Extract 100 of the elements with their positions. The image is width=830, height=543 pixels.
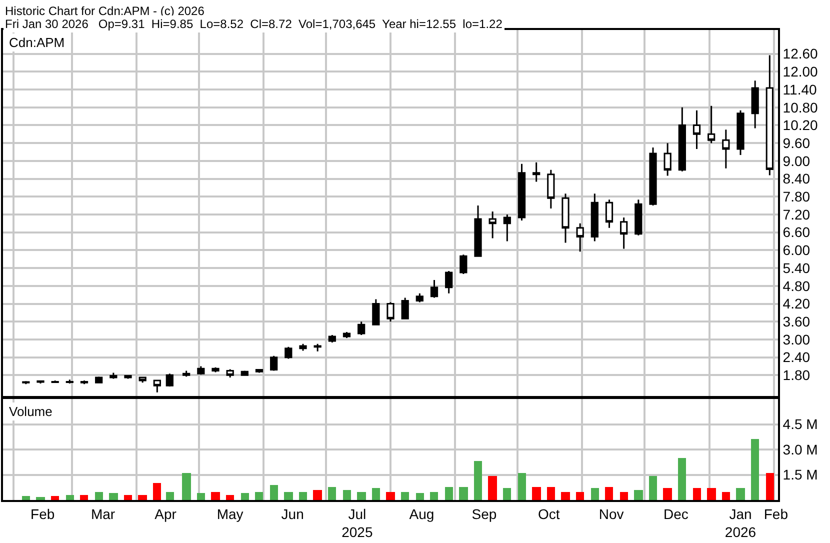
bar — [109, 493, 118, 500]
candlestick — [255, 368, 264, 374]
bar — [503, 488, 511, 500]
bar — [226, 495, 234, 500]
bar — [22, 496, 30, 500]
bar — [66, 495, 74, 500]
y-tick-label: 7.20 — [782, 206, 810, 222]
annotation: Volume — [9, 404, 52, 419]
candlestick — [284, 346, 292, 360]
candlestick — [576, 222, 584, 252]
x-tick-label: Apr — [154, 506, 177, 522]
bar — [372, 488, 380, 500]
x-tick-label: Mar — [90, 506, 116, 522]
bar — [532, 487, 541, 500]
y-tick-label: 11.40 — [782, 81, 818, 98]
candlestick — [240, 370, 248, 377]
bar — [166, 492, 174, 500]
bar — [299, 492, 307, 500]
x-tick-label: Jan 2026 — [724, 506, 756, 540]
y-tick-label: 9.60 — [782, 134, 810, 151]
x-tick-label: Feb — [30, 506, 55, 522]
candlestick — [372, 298, 380, 326]
candlestick — [562, 192, 570, 244]
x-tick-label: Sep — [472, 506, 497, 522]
candlestick — [692, 110, 701, 150]
bar — [357, 492, 366, 500]
y-tick-label: 7.80 — [782, 188, 810, 205]
bar — [270, 485, 278, 500]
candlestick — [532, 162, 540, 183]
bar — [313, 490, 322, 500]
candlestick — [401, 297, 409, 320]
bar — [766, 473, 774, 500]
candlestick — [649, 146, 657, 206]
bar — [284, 492, 293, 500]
candlestick — [226, 368, 234, 378]
candlestick — [36, 380, 44, 384]
candlestick — [138, 376, 146, 384]
y-tick-label: 9.00 — [782, 152, 810, 169]
bar — [241, 493, 249, 500]
y-tick-label: 4.80 — [782, 278, 810, 294]
y-tick-label: 12.00 — [782, 64, 818, 80]
candlestick — [620, 216, 628, 250]
bar — [722, 492, 730, 500]
bar — [153, 483, 161, 500]
bar — [430, 492, 438, 500]
x-tick-label: May — [216, 506, 244, 522]
y-tick-label: 3.60 — [782, 314, 810, 330]
bar — [343, 490, 351, 500]
candlestick — [678, 106, 686, 172]
bar — [488, 476, 497, 500]
bar — [197, 493, 205, 500]
candlestick — [358, 320, 366, 336]
candlestick — [722, 128, 730, 170]
candlestick — [182, 370, 190, 378]
bar — [693, 488, 701, 500]
chart-subtitle: Fri Jan 30 2026 Op=9.31 Hi=9.85 Lo=8.52 Cl=8.72 Vol=1,703,645 Year hi=12.55 lo=1.22 — [5, 17, 503, 31]
candlestick — [751, 80, 759, 129]
candlestick — [197, 365, 205, 376]
candlestick — [430, 279, 438, 299]
x-tick-label: Oct — [538, 506, 560, 522]
candlestick — [110, 372, 118, 380]
y-tick-label: 3.0 M — [782, 441, 818, 458]
bar — [591, 488, 599, 500]
candlestick — [605, 198, 614, 229]
bar — [707, 488, 716, 500]
bar — [124, 495, 132, 500]
candlestick — [503, 214, 511, 242]
bar — [474, 461, 482, 500]
bar — [751, 439, 759, 500]
bar — [736, 488, 745, 500]
x-tick-label: Jul 2025 — [342, 506, 373, 540]
bar — [36, 497, 45, 500]
x-tick-label: Dec — [663, 506, 688, 522]
x-tick-label: Nov — [598, 506, 624, 522]
y-tick-label: 6.60 — [782, 224, 810, 240]
bar — [328, 487, 336, 500]
candlestick — [445, 270, 453, 294]
candlestick — [634, 198, 642, 236]
bar — [459, 487, 468, 500]
y-tick-label: 3.00 — [782, 331, 810, 348]
candlestick — [212, 366, 220, 373]
candlestick — [766, 54, 774, 176]
bar — [605, 487, 613, 500]
bar — [561, 492, 570, 500]
candlestick — [590, 192, 598, 242]
y-tick-label: 8.40 — [782, 170, 810, 187]
candlestick — [299, 343, 307, 352]
y-tick-label: 10.20 — [782, 117, 818, 134]
bar — [138, 495, 147, 500]
bar — [547, 487, 555, 500]
candlestick — [664, 142, 672, 177]
bar — [386, 492, 395, 500]
candlestick — [386, 302, 394, 322]
bar — [51, 496, 59, 500]
candlestick — [153, 379, 161, 394]
candlestick — [314, 343, 322, 352]
candlestick — [95, 376, 103, 384]
candlestick — [736, 110, 744, 156]
candlestick — [474, 204, 482, 257]
x-tick-label: Feb — [764, 506, 788, 522]
